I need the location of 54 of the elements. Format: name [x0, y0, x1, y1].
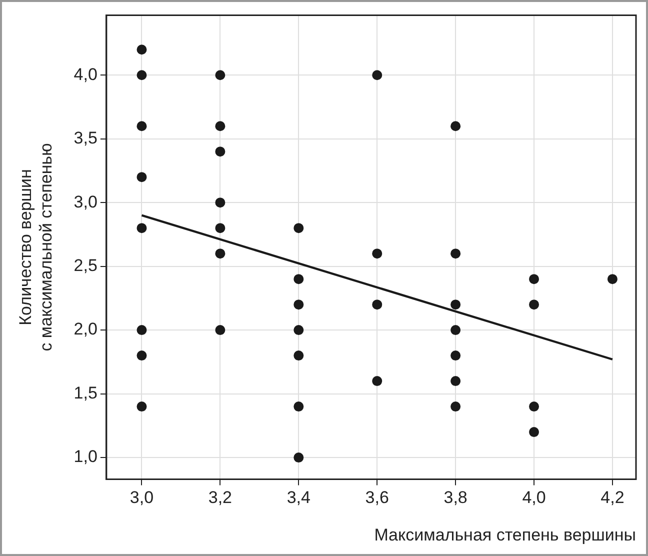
point: [136, 350, 147, 361]
y-axis-title: Количество вершин с максимальной степенью: [16, 142, 56, 352]
point: [372, 376, 382, 386]
x-tick-label: 3,8: [444, 488, 468, 508]
point: [215, 146, 226, 157]
point: [215, 121, 226, 132]
point: [294, 452, 304, 463]
point: [372, 70, 382, 80]
point: [294, 402, 304, 412]
point: [450, 300, 461, 310]
point: [215, 198, 226, 208]
point: [529, 274, 540, 284]
point: [450, 325, 461, 336]
point: [450, 248, 461, 259]
x-tick-label: 3,4: [286, 488, 310, 508]
y-tick-label: 4,0: [74, 64, 98, 84]
y-tick-label: 3,0: [74, 192, 98, 212]
point: [450, 121, 461, 132]
point: [607, 274, 618, 284]
x-tick-label: 4,0: [522, 488, 546, 508]
point: [372, 248, 382, 259]
point: [136, 223, 147, 234]
point: [136, 325, 147, 336]
point: [294, 325, 304, 336]
x-tick-label: 3,2: [208, 488, 232, 508]
y-tick-label: 1,0: [74, 447, 98, 466]
point: [215, 248, 226, 259]
point: [450, 376, 461, 386]
point: [215, 70, 226, 80]
point: [136, 172, 147, 182]
point: [529, 402, 540, 412]
point: [450, 402, 461, 412]
y-tick-label: 2,0: [74, 320, 98, 339]
y-tick-label: 1,5: [74, 383, 98, 402]
point: [215, 223, 226, 234]
point: [215, 325, 226, 336]
point: [294, 300, 304, 310]
y-tick-label: 2,5: [74, 256, 98, 276]
x-tick-label: 3,0: [130, 488, 154, 508]
x-axis-title: Максимальная степень вершины: [374, 525, 636, 544]
point: [136, 402, 147, 412]
point: [450, 350, 461, 361]
point: [294, 274, 304, 284]
point: [136, 121, 147, 132]
point: [529, 427, 540, 438]
y-tick-label: 3,5: [74, 128, 98, 148]
point: [372, 300, 382, 310]
point: [294, 350, 304, 361]
x-tick-label: 4,2: [600, 488, 624, 508]
x-tick-label: 3,6: [365, 488, 389, 508]
point: [294, 223, 304, 234]
point: [136, 44, 147, 55]
point: [136, 70, 147, 80]
point: [529, 300, 540, 310]
